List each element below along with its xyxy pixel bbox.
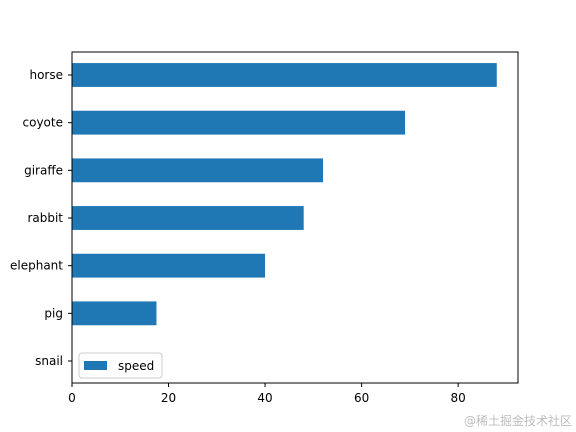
bar-coyote bbox=[72, 110, 406, 135]
y-axis-ticks: snail pig elephant rabbit giraffe coyote horse bbox=[10, 68, 72, 368]
legend: speed bbox=[78, 352, 163, 379]
legend-label: speed bbox=[118, 359, 154, 373]
x-tick-label-0: 0 bbox=[68, 391, 76, 405]
y-tick-label-elephant: elephant bbox=[10, 259, 63, 273]
bar-rabbit bbox=[72, 206, 304, 230]
bars-group bbox=[72, 63, 497, 373]
bar-giraffe bbox=[72, 158, 323, 183]
x-tick-label-20: 20 bbox=[161, 391, 176, 405]
x-axis-ticks: 0 20 40 60 80 bbox=[68, 383, 466, 405]
y-tick-label-horse: horse bbox=[29, 68, 63, 82]
bar-elephant bbox=[72, 253, 266, 278]
y-tick-label-rabbit: rabbit bbox=[27, 211, 63, 225]
x-tick-label-40: 40 bbox=[257, 391, 272, 405]
y-tick-label-pig: pig bbox=[44, 306, 63, 320]
plot-frame bbox=[71, 51, 519, 384]
legend-box bbox=[78, 352, 163, 379]
y-tick-label-giraffe: giraffe bbox=[24, 163, 63, 177]
x-tick-label-80: 80 bbox=[451, 391, 466, 405]
legend-swatch bbox=[84, 361, 107, 370]
watermark: @稀土掘金技术社区 bbox=[464, 413, 572, 428]
y-tick-label-coyote: coyote bbox=[23, 116, 63, 130]
bar-horse bbox=[72, 63, 497, 87]
x-tick-label-60: 60 bbox=[354, 391, 369, 405]
bar-pig bbox=[72, 301, 157, 326]
y-tick-label-snail: snail bbox=[35, 354, 63, 368]
